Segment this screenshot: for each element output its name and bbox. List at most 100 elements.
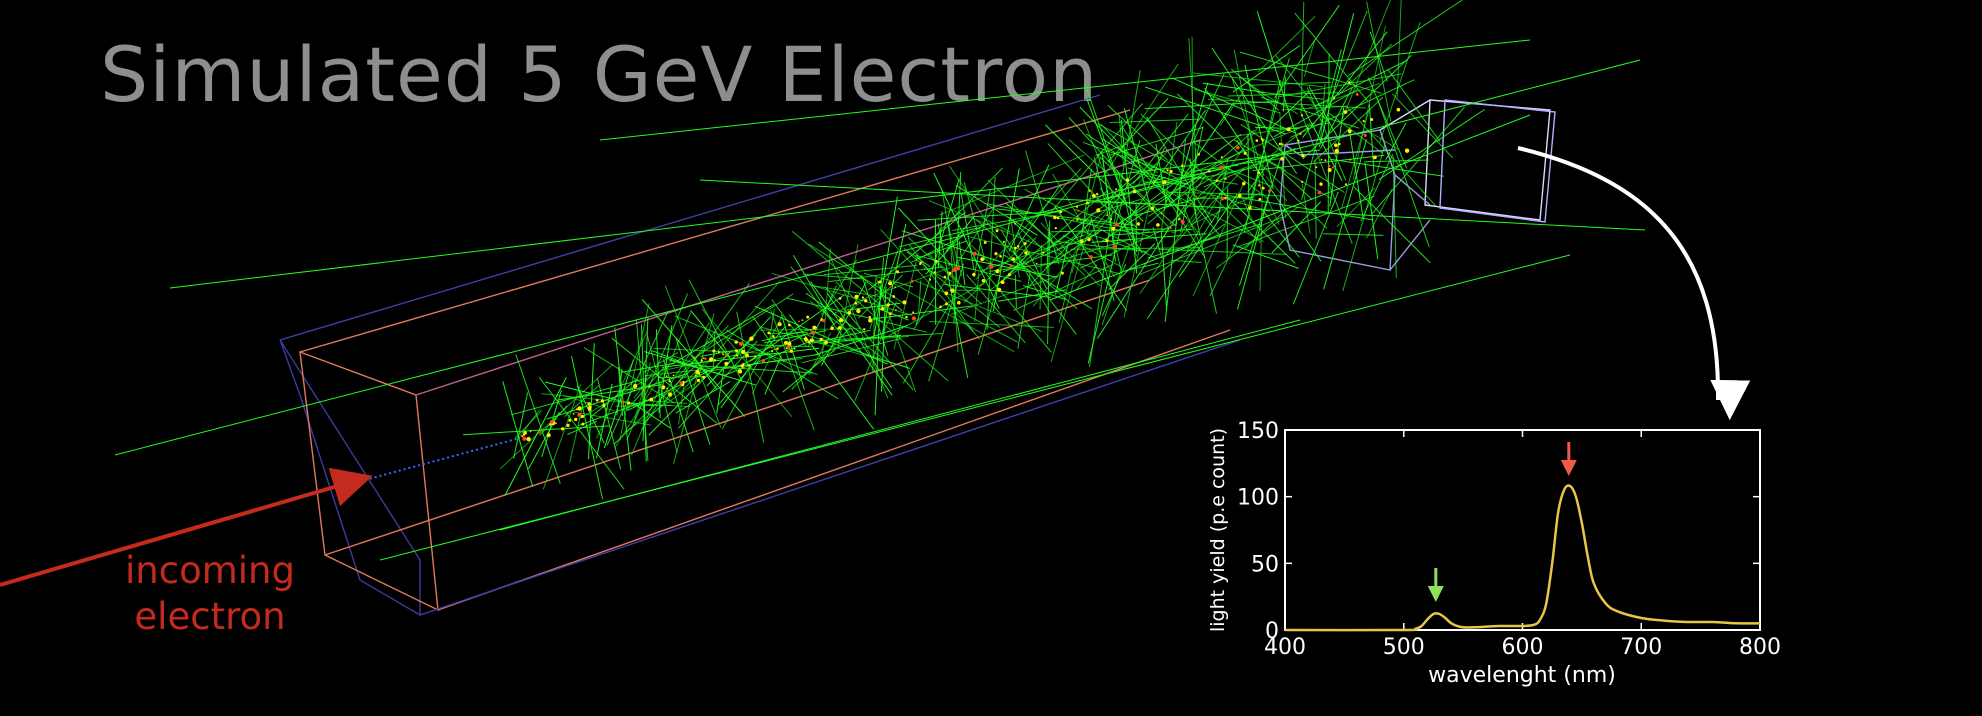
x-tick-label: 800 — [1739, 635, 1781, 660]
energy-hit — [737, 369, 742, 374]
energy-hit — [572, 413, 575, 415]
photon-track — [809, 300, 883, 359]
energy-hit — [1258, 184, 1261, 187]
incoming-label-line2: electron — [134, 595, 286, 638]
photon-track — [780, 314, 805, 390]
energy-hit — [1349, 159, 1352, 161]
energy-hit — [577, 412, 582, 417]
energy-hit — [754, 355, 757, 358]
energy-hit — [1177, 218, 1181, 221]
photon-track — [822, 248, 831, 356]
photon-track — [1096, 226, 1171, 339]
photon-track — [918, 280, 922, 313]
photon-track — [1306, 87, 1347, 181]
photon-track — [642, 400, 687, 404]
y-tick-label: 100 — [1237, 486, 1279, 511]
photon-track — [892, 282, 1015, 353]
photon-track — [1236, 195, 1375, 248]
photon-track — [1244, 64, 1274, 190]
energy-hit — [568, 419, 572, 422]
photon-track — [1240, 193, 1281, 197]
photon-track — [1392, 156, 1397, 278]
photon-track — [169, 149, 1321, 289]
incoming-label-line1: incoming — [125, 549, 295, 592]
photon-track — [1209, 215, 1250, 297]
photon-track — [972, 256, 1052, 353]
energy-hit — [1317, 190, 1322, 195]
photon-track — [975, 168, 1082, 280]
photon-track — [1117, 170, 1138, 250]
photon-track — [542, 384, 582, 490]
energy-hit — [1348, 81, 1351, 84]
photon-track — [626, 293, 689, 440]
photon-track — [1396, 0, 1402, 98]
energy-hit — [1301, 153, 1305, 158]
photon-track — [1365, 159, 1429, 163]
photon-track — [1302, 31, 1388, 139]
energy-hit — [704, 357, 707, 360]
y-axis-label: light yield (p.e count) — [1207, 428, 1229, 632]
energy-hit — [700, 359, 703, 362]
photon-track — [1003, 254, 1093, 310]
photon-track — [1188, 38, 1197, 168]
photon-track — [828, 266, 944, 283]
photon-track — [751, 354, 773, 395]
photon-track — [1342, 142, 1386, 292]
photon-track — [759, 326, 909, 368]
energy-hit — [549, 420, 554, 424]
energy-hit — [793, 347, 796, 350]
energy-hit — [847, 311, 852, 315]
energy-hit — [784, 340, 788, 345]
photon-track — [632, 362, 652, 426]
energy-hit — [1319, 182, 1323, 186]
photon-track — [881, 286, 887, 392]
photon-track — [673, 313, 715, 465]
energy-hit — [581, 422, 585, 426]
energy-hit — [1337, 142, 1341, 146]
energy-hit — [1088, 255, 1093, 260]
photon-track — [736, 311, 765, 443]
photon-track — [1120, 119, 1138, 274]
energy-hit — [812, 325, 817, 330]
energy-hit — [950, 288, 955, 293]
photon-track — [1070, 247, 1200, 250]
photon-track — [677, 340, 758, 429]
photon-track — [708, 316, 772, 385]
photon-track — [1259, 156, 1264, 292]
photon-track — [499, 319, 1301, 531]
x-tick-label: 500 — [1383, 635, 1425, 660]
energy-hit — [1261, 186, 1265, 190]
energy-hit — [521, 435, 524, 438]
photon-track — [1192, 180, 1246, 297]
photon-track — [1211, 194, 1261, 243]
photon-track — [1240, 123, 1345, 193]
photon-track — [636, 405, 671, 429]
photon-track — [1194, 166, 1258, 180]
energy-hit — [717, 351, 720, 354]
photon-track — [1340, 0, 1392, 122]
energy-hit — [1262, 139, 1264, 142]
energy-hit — [1042, 251, 1045, 254]
photon-track — [1278, 73, 1402, 98]
energy-hit — [1332, 97, 1335, 100]
photon-track — [1121, 126, 1206, 259]
photon-track — [1387, 68, 1441, 142]
energy-hit — [526, 436, 531, 442]
photon-track — [1368, 104, 1375, 176]
photon-track — [863, 272, 914, 288]
x-tick-label: 700 — [1620, 635, 1662, 660]
energy-hit — [1299, 132, 1302, 135]
photon-track — [1180, 126, 1204, 233]
energy-hit — [989, 264, 994, 269]
energy-hit — [980, 257, 985, 262]
energy-hit — [935, 260, 938, 263]
photon-track — [1148, 166, 1231, 217]
photon-track — [564, 385, 599, 417]
photon-track — [1024, 188, 1158, 260]
photon-track — [873, 196, 898, 337]
energy-hit — [627, 401, 631, 405]
photon-track — [642, 317, 649, 442]
photon-track — [1353, 186, 1431, 264]
energy-hit — [580, 414, 585, 419]
energy-hit — [955, 266, 960, 271]
